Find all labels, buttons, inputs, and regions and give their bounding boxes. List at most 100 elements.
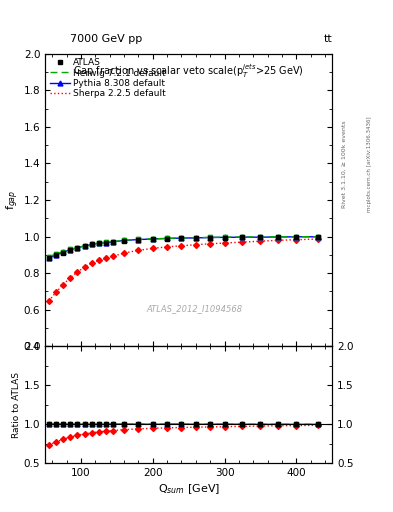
ATLAS — [240, 234, 245, 241]
Herwig 7.2.1 default — [104, 239, 108, 245]
Sherpa 2.2.5 default — [46, 298, 51, 304]
Herwig 7.2.1 default — [97, 240, 101, 246]
ATLAS — [258, 234, 263, 240]
Herwig 7.2.1 default — [90, 241, 94, 247]
Herwig 7.2.1 default — [316, 233, 320, 240]
ATLAS — [151, 236, 155, 242]
Herwig 7.2.1 default — [53, 251, 58, 257]
ATLAS — [276, 234, 281, 240]
ATLAS — [222, 234, 227, 241]
Sherpa 2.2.5 default — [53, 289, 58, 295]
Pythia 8.308 default — [222, 234, 227, 241]
Sherpa 2.2.5 default — [222, 240, 227, 246]
Y-axis label: Ratio to ATLAS: Ratio to ATLAS — [12, 372, 21, 438]
Pythia 8.308 default — [97, 240, 101, 246]
Pythia 8.308 default — [136, 237, 141, 243]
Herwig 7.2.1 default — [136, 237, 141, 243]
X-axis label: Q$_{sum}$ [GeV]: Q$_{sum}$ [GeV] — [158, 482, 220, 496]
Line: ATLAS: ATLAS — [46, 234, 320, 261]
ATLAS — [61, 250, 66, 256]
Pythia 8.308 default — [208, 234, 213, 241]
Pythia 8.308 default — [75, 245, 80, 251]
ATLAS — [68, 247, 73, 253]
ATLAS — [111, 239, 116, 245]
Herwig 7.2.1 default — [68, 246, 73, 252]
Legend: ATLAS, Herwig 7.2.1 default, Pythia 8.308 default, Sherpa 2.2.5 default: ATLAS, Herwig 7.2.1 default, Pythia 8.30… — [48, 56, 168, 100]
Herwig 7.2.1 default — [122, 237, 127, 243]
Pythia 8.308 default — [68, 247, 73, 253]
Sherpa 2.2.5 default — [240, 239, 245, 245]
Herwig 7.2.1 default — [151, 236, 155, 242]
Text: Gap fraction vs scalar veto scale(p$_T^{jets}$>25 GeV): Gap fraction vs scalar veto scale(p$_T^{… — [73, 62, 304, 80]
Herwig 7.2.1 default — [75, 245, 80, 251]
ATLAS — [75, 245, 80, 251]
Pythia 8.308 default — [61, 249, 66, 255]
Y-axis label: f$_{gap}$: f$_{gap}$ — [5, 190, 21, 210]
ATLAS — [97, 240, 101, 246]
Sherpa 2.2.5 default — [122, 250, 127, 256]
Herwig 7.2.1 default — [240, 234, 245, 240]
Sherpa 2.2.5 default — [97, 258, 101, 264]
Sherpa 2.2.5 default — [75, 269, 80, 275]
Text: ATLAS_2012_I1094568: ATLAS_2012_I1094568 — [146, 304, 242, 313]
ATLAS — [316, 233, 320, 240]
ATLAS — [46, 255, 51, 261]
Pythia 8.308 default — [104, 240, 108, 246]
Sherpa 2.2.5 default — [111, 253, 116, 259]
Sherpa 2.2.5 default — [104, 255, 108, 261]
Pythia 8.308 default — [276, 234, 281, 240]
Sherpa 2.2.5 default — [136, 247, 141, 253]
Pythia 8.308 default — [294, 233, 299, 240]
Text: mcplots.cern.ch [arXiv:1306.3436]: mcplots.cern.ch [arXiv:1306.3436] — [367, 116, 372, 211]
Sherpa 2.2.5 default — [151, 245, 155, 251]
Text: tt: tt — [323, 33, 332, 44]
ATLAS — [208, 234, 213, 241]
ATLAS — [136, 237, 141, 243]
Line: Herwig 7.2.1 default: Herwig 7.2.1 default — [49, 237, 318, 257]
Sherpa 2.2.5 default — [208, 241, 213, 247]
Text: Rivet 3.1.10, ≥ 100k events: Rivet 3.1.10, ≥ 100k events — [342, 120, 346, 208]
ATLAS — [179, 236, 184, 242]
Pythia 8.308 default — [193, 235, 198, 241]
Herwig 7.2.1 default — [46, 253, 51, 260]
Sherpa 2.2.5 default — [90, 260, 94, 266]
Pythia 8.308 default — [258, 234, 263, 240]
Herwig 7.2.1 default — [222, 234, 227, 240]
Sherpa 2.2.5 default — [165, 244, 169, 250]
Sherpa 2.2.5 default — [82, 264, 87, 270]
Text: 7000 GeV pp: 7000 GeV pp — [70, 33, 142, 44]
Pythia 8.308 default — [53, 252, 58, 258]
Line: Pythia 8.308 default: Pythia 8.308 default — [46, 234, 320, 261]
ATLAS — [90, 242, 94, 248]
Pythia 8.308 default — [240, 234, 245, 240]
Herwig 7.2.1 default — [179, 235, 184, 241]
Pythia 8.308 default — [90, 242, 94, 248]
Line: Sherpa 2.2.5 default: Sherpa 2.2.5 default — [49, 239, 318, 301]
Pythia 8.308 default — [46, 255, 51, 261]
Herwig 7.2.1 default — [165, 236, 169, 242]
ATLAS — [294, 233, 299, 240]
Herwig 7.2.1 default — [208, 234, 213, 241]
Pythia 8.308 default — [151, 236, 155, 242]
ATLAS — [82, 243, 87, 249]
Herwig 7.2.1 default — [111, 239, 116, 245]
Herwig 7.2.1 default — [276, 233, 281, 240]
Herwig 7.2.1 default — [193, 234, 198, 241]
ATLAS — [53, 252, 58, 259]
Herwig 7.2.1 default — [82, 243, 87, 249]
ATLAS — [104, 240, 108, 246]
Sherpa 2.2.5 default — [258, 238, 263, 244]
Herwig 7.2.1 default — [258, 234, 263, 240]
Sherpa 2.2.5 default — [294, 237, 299, 243]
Herwig 7.2.1 default — [61, 248, 66, 254]
Sherpa 2.2.5 default — [316, 236, 320, 242]
ATLAS — [165, 236, 169, 242]
Herwig 7.2.1 default — [294, 233, 299, 240]
ATLAS — [193, 235, 198, 241]
Pythia 8.308 default — [165, 236, 169, 242]
Sherpa 2.2.5 default — [193, 242, 198, 248]
Pythia 8.308 default — [122, 238, 127, 244]
ATLAS — [122, 238, 127, 244]
Pythia 8.308 default — [179, 235, 184, 241]
Sherpa 2.2.5 default — [179, 243, 184, 249]
